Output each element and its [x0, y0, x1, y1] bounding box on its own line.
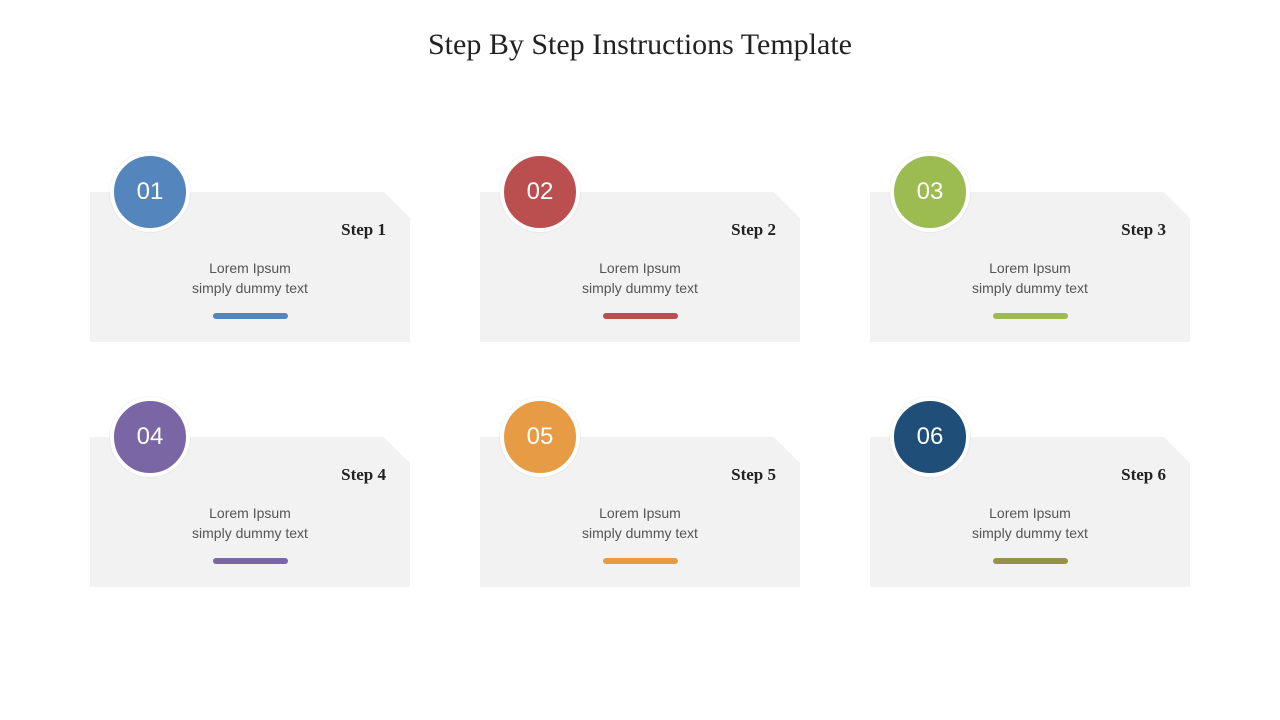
step-card-4: Step 4 Lorem Ipsum simply dummy text 04: [90, 397, 410, 587]
accent-bar: [993, 313, 1068, 319]
step-body: Lorem Ipsum simply dummy text: [192, 503, 308, 544]
step-heading: Step 4: [341, 465, 386, 485]
card-corner-cut: [384, 192, 410, 218]
accent-bar: [603, 313, 678, 319]
step-body-line1: Lorem Ipsum: [989, 260, 1071, 276]
accent-bar: [213, 558, 288, 564]
step-number: 05: [527, 423, 554, 451]
step-body-line1: Lorem Ipsum: [599, 260, 681, 276]
step-heading: Step 1: [341, 220, 386, 240]
card-corner-cut: [1164, 437, 1190, 463]
step-number: 06: [917, 423, 944, 451]
card-corner-cut: [1164, 192, 1190, 218]
accent-bar: [213, 313, 288, 319]
step-card-5: Step 5 Lorem Ipsum simply dummy text 05: [480, 397, 800, 587]
step-body-line2: simply dummy text: [582, 525, 698, 541]
step-heading: Step 6: [1121, 465, 1166, 485]
step-body: Lorem Ipsum simply dummy text: [192, 258, 308, 299]
step-number-circle: 03: [890, 152, 970, 232]
step-number: 03: [917, 178, 944, 206]
step-body-line1: Lorem Ipsum: [989, 505, 1071, 521]
step-number-circle: 02: [500, 152, 580, 232]
step-heading: Step 3: [1121, 220, 1166, 240]
step-heading: Step 5: [731, 465, 776, 485]
step-number-circle: 05: [500, 397, 580, 477]
step-body: Lorem Ipsum simply dummy text: [972, 503, 1088, 544]
step-card-1: Step 1 Lorem Ipsum simply dummy text 01: [90, 152, 410, 342]
step-number: 04: [137, 423, 164, 451]
step-number-circle: 01: [110, 152, 190, 232]
step-body-line2: simply dummy text: [972, 525, 1088, 541]
steps-grid: Step 1 Lorem Ipsum simply dummy text 01 …: [0, 62, 1280, 587]
step-body-line2: simply dummy text: [192, 525, 308, 541]
step-body-line2: simply dummy text: [582, 280, 698, 296]
card-corner-cut: [384, 437, 410, 463]
step-body-line1: Lorem Ipsum: [209, 260, 291, 276]
step-body: Lorem Ipsum simply dummy text: [582, 258, 698, 299]
accent-bar: [603, 558, 678, 564]
step-card-6: Step 6 Lorem Ipsum simply dummy text 06: [870, 397, 1190, 587]
step-body: Lorem Ipsum simply dummy text: [972, 258, 1088, 299]
step-body-line1: Lorem Ipsum: [209, 505, 291, 521]
page-title: Step By Step Instructions Template: [0, 0, 1280, 62]
step-number: 01: [137, 178, 164, 206]
step-body: Lorem Ipsum simply dummy text: [582, 503, 698, 544]
card-corner-cut: [774, 437, 800, 463]
step-card-3: Step 3 Lorem Ipsum simply dummy text 03: [870, 152, 1190, 342]
step-body-line2: simply dummy text: [192, 280, 308, 296]
step-body-line2: simply dummy text: [972, 280, 1088, 296]
step-number-circle: 04: [110, 397, 190, 477]
step-number: 02: [527, 178, 554, 206]
accent-bar: [993, 558, 1068, 564]
step-number-circle: 06: [890, 397, 970, 477]
step-heading: Step 2: [731, 220, 776, 240]
step-card-2: Step 2 Lorem Ipsum simply dummy text 02: [480, 152, 800, 342]
card-corner-cut: [774, 192, 800, 218]
step-body-line1: Lorem Ipsum: [599, 505, 681, 521]
